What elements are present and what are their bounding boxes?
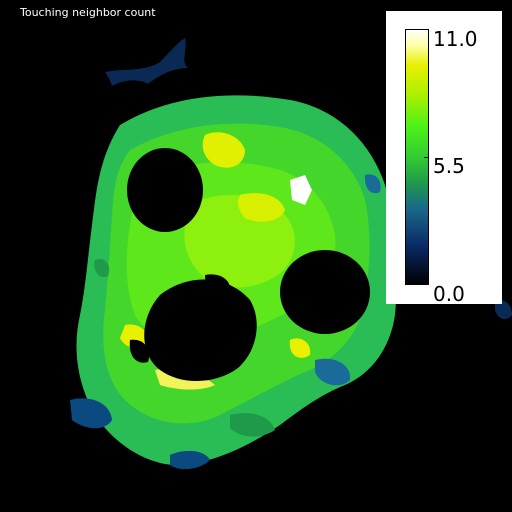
fragment-top <box>105 38 188 86</box>
colorbar-mid-label: 5.5 <box>433 154 465 178</box>
colorbar-tick-max <box>424 29 429 30</box>
colorbar-min-label: 0.0 <box>433 282 465 306</box>
colorbar-max-label: 11.0 <box>433 27 478 51</box>
tissue-region <box>70 95 396 470</box>
colorbar-tick-min <box>424 284 429 285</box>
colorbar-tick-mid <box>424 157 429 158</box>
fragment-right <box>495 299 512 320</box>
image-title: Touching neighbor count <box>20 6 156 19</box>
